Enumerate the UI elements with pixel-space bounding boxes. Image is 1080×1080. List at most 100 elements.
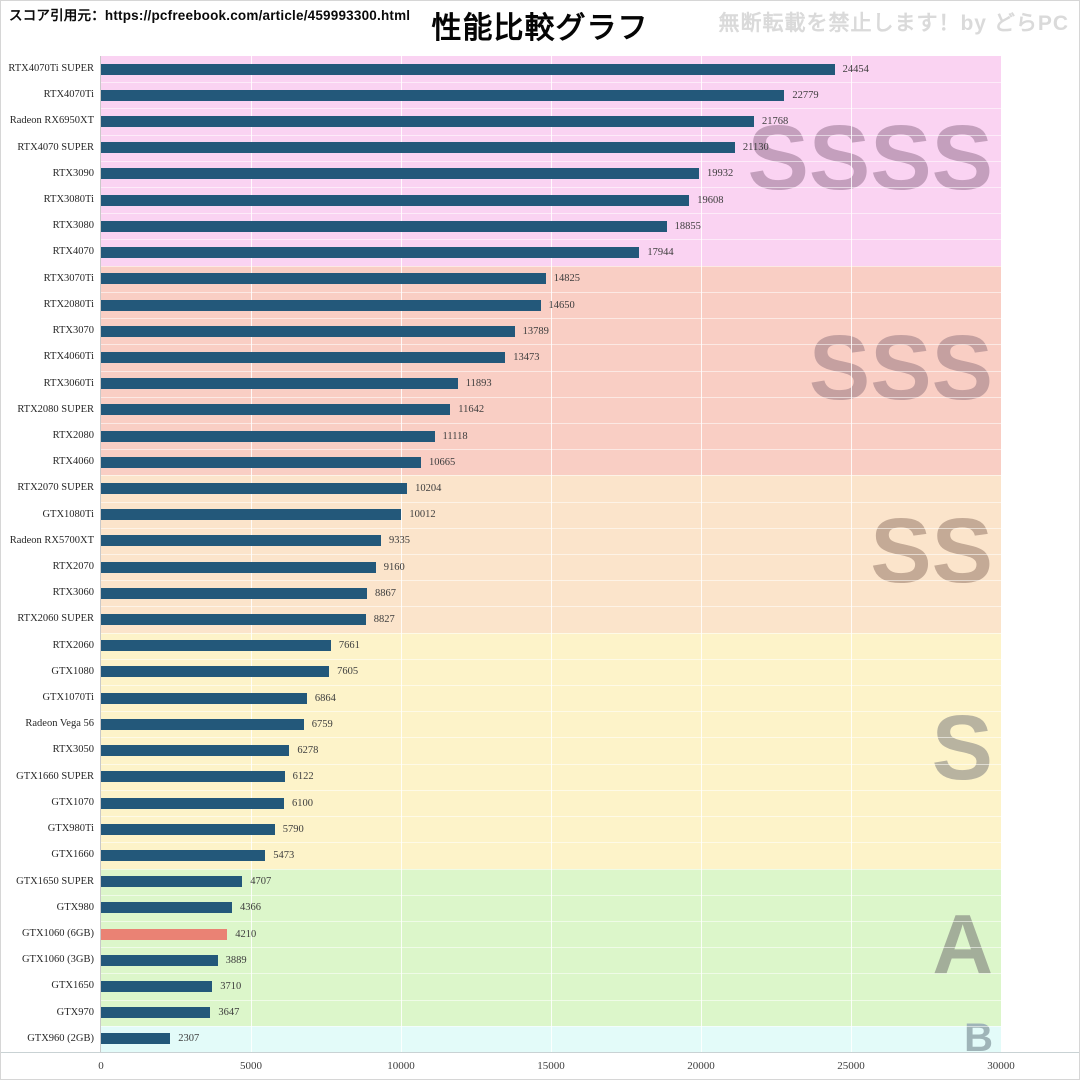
score-source-citation: スコア引用元：https://pcfreebook.com/article/45…	[9, 8, 411, 23]
row-separator	[101, 789, 1001, 791]
category-label: RTX2080 SUPER	[17, 403, 94, 415]
bar-rtx2080-super	[101, 404, 451, 416]
category-label: RTX2070 SUPER	[17, 482, 94, 494]
bar-value: 8867	[375, 587, 396, 599]
bar-rtx4060	[101, 456, 421, 468]
bar-rtx3050	[101, 745, 290, 757]
row-separator	[101, 658, 1001, 660]
row-separator	[101, 187, 1001, 189]
bar-rtx3070ti	[101, 273, 546, 285]
bar-value: 21130	[742, 142, 769, 154]
category-label: RTX4070	[52, 246, 94, 258]
bar-gtx1070	[101, 797, 284, 809]
bar-value: 6759	[311, 718, 333, 730]
bar-rtx4070	[101, 247, 640, 259]
row-separator	[101, 344, 1001, 346]
category-label: GTX1650 SUPER	[16, 875, 94, 887]
bar-value: 13473	[513, 351, 540, 363]
category-label: GTX1660	[51, 849, 94, 861]
category-label: GTX1060 (6GB)	[21, 927, 94, 939]
category-label: RTX4070Ti SUPER	[8, 63, 94, 74]
bar-value: 6122	[292, 771, 314, 783]
bar-value: 6278	[297, 745, 319, 757]
bar-value: 5790	[282, 823, 304, 835]
bar-value: 3710	[220, 980, 242, 992]
row-separator	[101, 82, 1001, 84]
row-separator	[101, 291, 1001, 293]
bar-rtx3090	[101, 168, 699, 180]
row-separator	[101, 711, 1001, 713]
row-separator	[101, 947, 1001, 949]
category-label: GTX1070Ti	[42, 692, 94, 704]
category-label: GTX980Ti	[47, 823, 94, 835]
x-tick-20000: 20000	[687, 1060, 715, 1072]
row-separator	[101, 422, 1001, 424]
row-separator	[101, 763, 1001, 765]
bar-gtx970	[101, 1007, 211, 1019]
x-tick-25000: 25000	[837, 1060, 865, 1072]
y-axis-line	[100, 56, 101, 1052]
bar-gtx1080ti	[101, 509, 402, 521]
category-axis: RTX4070Ti SUPER RTX4070Ti Radeon RX6950XT R…	[1, 56, 101, 1052]
bar-value: 14825	[553, 273, 580, 285]
plot-area: SSSS SSS SS S A B 24454 22779 21768 21130 19932 196…	[101, 56, 1002, 1058]
bar-value: 4210	[235, 928, 257, 940]
bar-value: 14650	[548, 299, 575, 311]
row-separator	[101, 685, 1001, 687]
row-separator	[101, 973, 1001, 975]
bar-value: 10012	[409, 509, 436, 521]
category-label: RTX4070 SUPER	[17, 141, 94, 153]
bar-value: 11118	[442, 430, 468, 442]
bar-radeon-vega-56	[101, 718, 304, 730]
row-separator	[101, 999, 1001, 1001]
category-label: GTX1650	[51, 980, 94, 992]
x-tick-30000: 30000	[987, 1060, 1015, 1072]
bar-value: 3647	[218, 1007, 240, 1019]
row-separator	[101, 213, 1001, 215]
category-label: RTX4060	[52, 456, 94, 468]
bar-value: 19932	[706, 168, 734, 180]
bar-value: 10665	[428, 456, 456, 468]
row-separator	[101, 475, 1001, 477]
bar-value: 10204	[415, 482, 442, 494]
category-label: RTX2070	[52, 561, 94, 572]
bar-gtx1060-6gb-	[101, 928, 228, 940]
category-label: RTX3050	[52, 744, 94, 756]
x-tick-15000: 15000	[537, 1060, 565, 1072]
category-label: RTX2060 SUPER	[17, 613, 94, 625]
bar-value: 24454	[842, 63, 869, 75]
bar-value: 9335	[389, 535, 411, 547]
tier-watermark-s: S	[931, 696, 993, 799]
row-separator	[101, 894, 1001, 896]
x-tick-10000: 10000	[387, 1060, 415, 1072]
row-separator	[101, 501, 1001, 503]
category-label: GTX1060 (3GB)	[21, 954, 94, 966]
row-separator	[101, 1025, 1001, 1027]
tier-watermark-ssss: SSSS	[747, 107, 993, 210]
category-label: RTX3080	[52, 220, 94, 232]
bar-rtx3070	[101, 325, 515, 337]
bar-value: 4707	[250, 876, 272, 888]
row-separator	[101, 134, 1001, 136]
bar-rtx2060-super	[101, 614, 366, 626]
bar-value: 6864	[314, 692, 336, 704]
tier-watermark-sss: SSS	[808, 316, 993, 419]
page-title: 性能比較グラフ	[431, 12, 649, 45]
gridline-30000	[1000, 56, 1002, 1052]
category-label: RTX3060	[52, 587, 94, 599]
bar-value: 7605	[337, 666, 359, 678]
bar-rtx3080	[101, 220, 667, 232]
category-label: RTX4060Ti	[43, 351, 94, 363]
bar-gtx1060-3gb-	[101, 954, 218, 966]
bar-rtx3060	[101, 587, 367, 599]
category-label: Radeon RX5700XT	[9, 534, 94, 546]
category-label: GTX1070	[51, 796, 94, 808]
category-label: GTX1080Ti	[42, 508, 94, 520]
bar-value: 2307	[178, 1033, 200, 1045]
bar-value: 17944	[647, 247, 674, 259]
bar-value: 11893	[465, 378, 492, 390]
bar-value: 18855	[674, 220, 701, 232]
category-label: RTX3080Ti	[43, 194, 94, 206]
